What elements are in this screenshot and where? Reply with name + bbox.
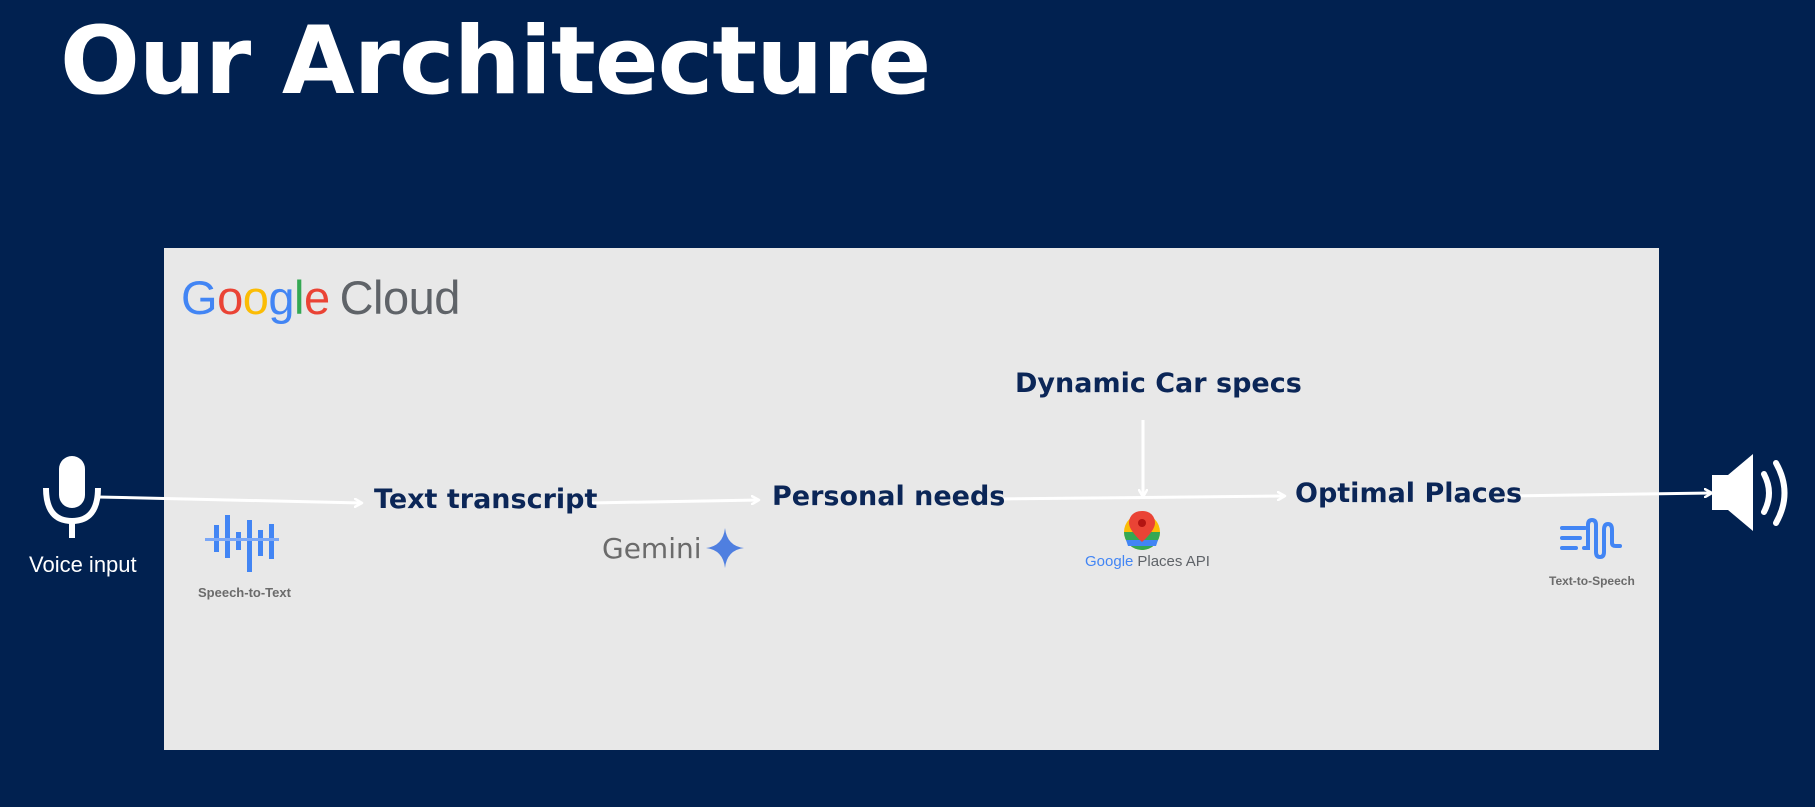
cloud-wordmark: Cloud bbox=[339, 271, 461, 324]
google-cloud-logo: Google Cloud bbox=[181, 270, 460, 326]
dynamic-car-specs-node: Dynamic Car specs bbox=[1015, 368, 1302, 399]
text-to-speech-label: Text-to-Speech bbox=[1549, 574, 1635, 588]
page-title: Our Architecture bbox=[60, 7, 931, 116]
personal-needs-node: Personal needs bbox=[772, 481, 1006, 512]
gemini-label: Gemini bbox=[602, 532, 702, 565]
arrow-voice-to-transcript bbox=[97, 495, 362, 503]
arrow-places-to-speaker bbox=[1506, 493, 1712, 496]
places-api-label: Google Places API bbox=[1085, 553, 1210, 570]
places-api-text: Places API bbox=[1137, 553, 1210, 570]
arrow-transcript-to-needs bbox=[588, 500, 759, 503]
voice-input-label: Voice input bbox=[29, 552, 137, 577]
google-wordmark: Google bbox=[181, 271, 330, 324]
optimal-places-node: Optimal Places bbox=[1295, 478, 1523, 509]
text-transcript-node: Text transcript bbox=[374, 484, 598, 515]
google-cloud-panel bbox=[164, 248, 1659, 750]
places-google-wordmark: Google bbox=[1085, 553, 1134, 570]
speech-to-text-label: Speech-to-Text bbox=[198, 585, 291, 600]
